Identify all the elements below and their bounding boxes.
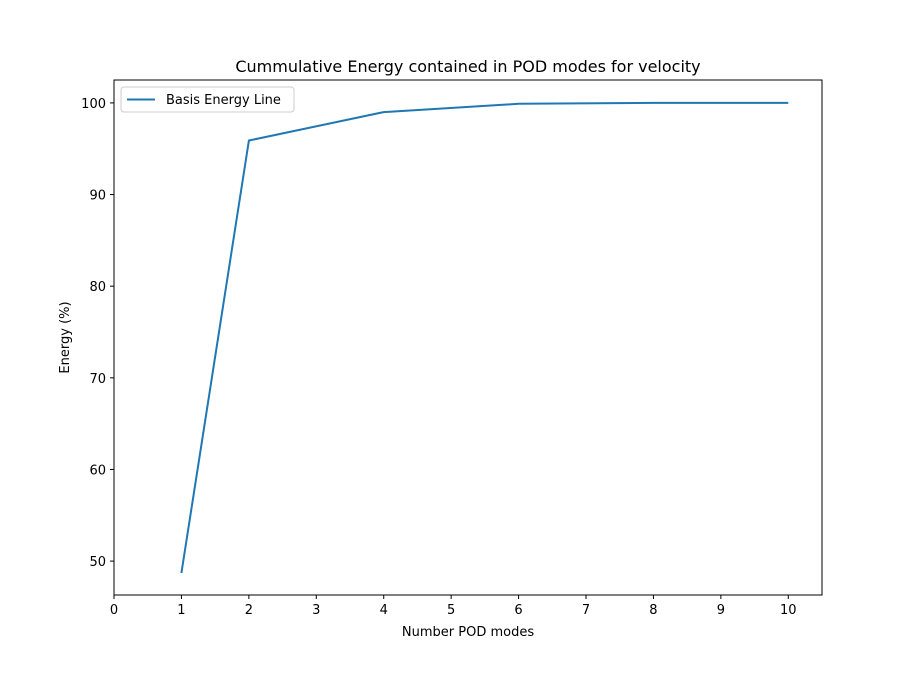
y-tick-label: 50 [89,555,106,570]
x-tick-label: 0 [110,603,118,618]
y-axis: 50 60 70 80 90 100 [81,97,114,570]
x-tick-label: 6 [514,603,522,618]
y-tick-label: 60 [89,463,106,478]
x-tick-label: 10 [780,603,797,618]
x-tick-label: 1 [177,603,185,618]
y-tick-label: 100 [81,97,106,112]
plot-area-frame [113,79,823,596]
x-tick-label: 2 [245,603,253,618]
x-axis: 0 1 2 3 4 5 6 7 8 9 10 [110,595,797,618]
y-axis-title: Energy (%) [58,301,73,373]
chart-title: Cummulative Energy contained in POD mode… [235,57,700,76]
x-tick-label: 9 [717,603,725,618]
y-tick-label: 70 [89,372,106,387]
legend: Basis Energy Line [120,86,295,113]
x-tick-label: 4 [380,603,388,618]
x-tick-label: 7 [582,603,590,618]
x-tick-label: 3 [312,603,320,618]
legend-label: Basis Energy Line [166,93,281,108]
series-line [180,101,789,574]
x-tick-label: 8 [649,603,657,618]
x-tick-label: 5 [447,603,455,618]
y-tick-label: 80 [89,280,106,295]
legend-box [120,86,295,113]
series-layer [180,101,789,574]
x-axis-title: Number POD modes [402,625,534,640]
y-tick-label: 90 [89,189,106,204]
